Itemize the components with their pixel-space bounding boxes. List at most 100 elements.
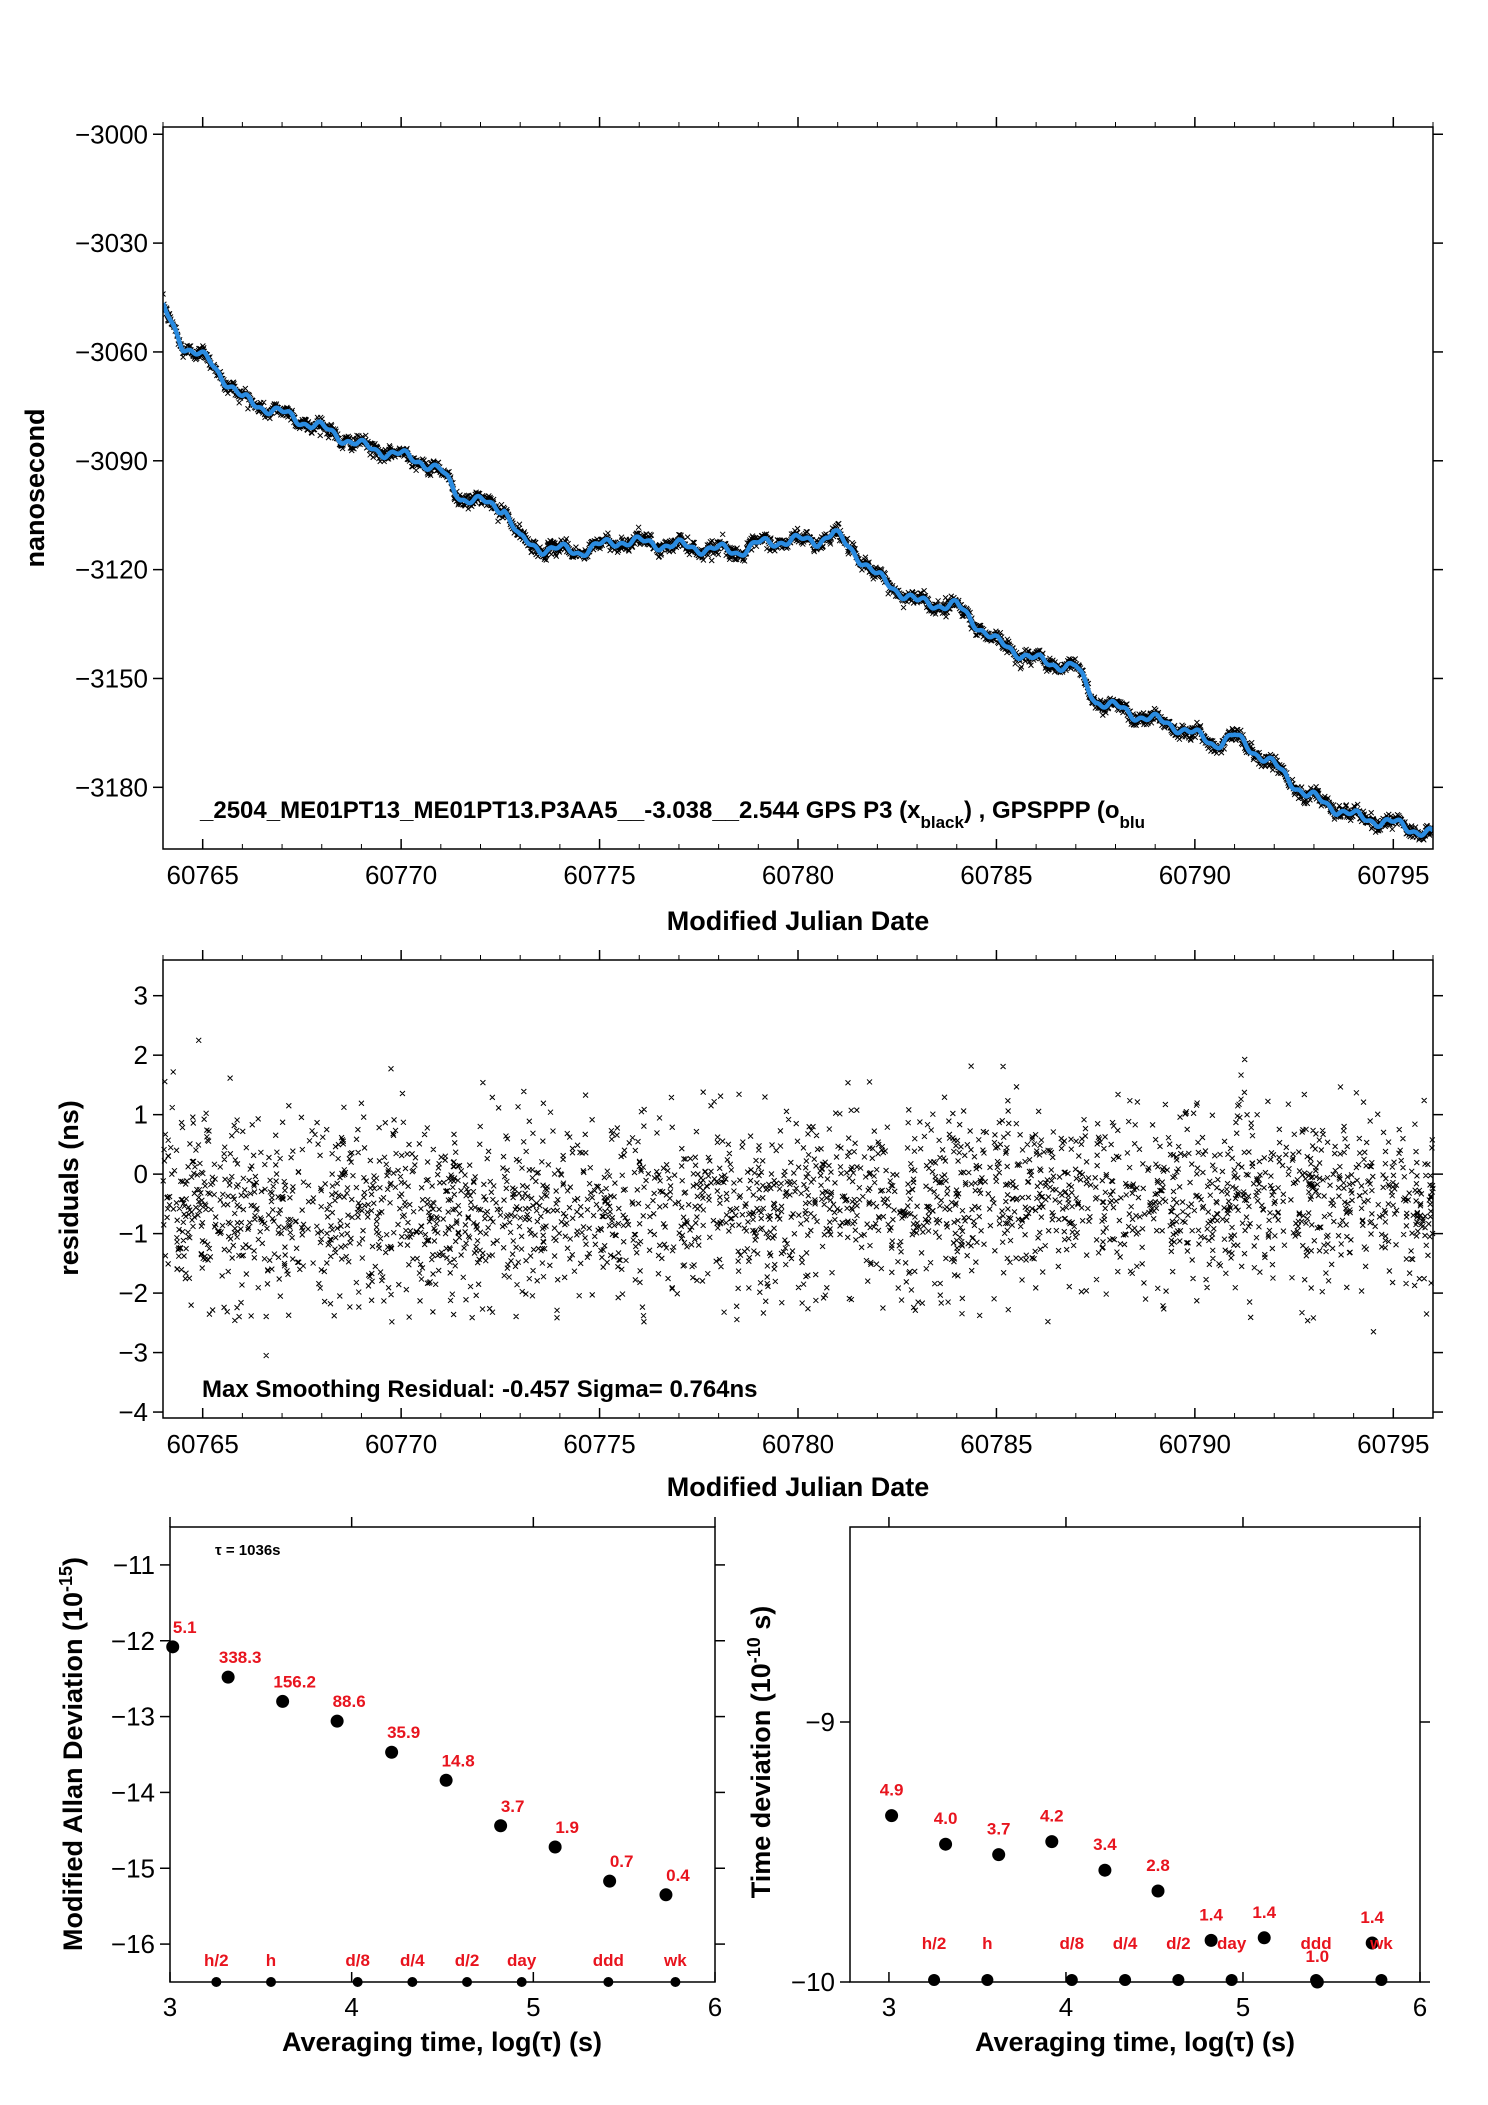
time-marker-label: day [507, 1951, 537, 1970]
y-tick-label: −12 [111, 1626, 155, 1656]
deviation-point [494, 1819, 508, 1833]
x-tick-label: 60780 [762, 860, 834, 890]
x-tick-label: 60775 [563, 860, 635, 890]
point-label: 338.3 [219, 1648, 262, 1667]
time-marker-dot [1310, 1974, 1323, 1986]
time-marker-dot [1119, 1974, 1132, 1986]
time-marker-dot [981, 1974, 994, 1986]
x-tick-label: 60770 [365, 860, 437, 890]
point-label: 14.8 [442, 1751, 475, 1770]
time-series-panel: 60765 60770 60775 60780 60785 60790 60795 −3000… [20, 117, 1443, 936]
y-tick-label: −3150 [75, 663, 148, 693]
x-tick-label: 60790 [1159, 860, 1231, 890]
x-tick-label: 3 [163, 1992, 177, 2022]
x-tick-label: 4 [344, 1992, 358, 2022]
deviation-point [1365, 1936, 1379, 1950]
time-marker-label: h [266, 1951, 276, 1970]
time-deviation-panel: 3 4 5 6 −9 −10 4.9 4.0 3.7 4.2 3.4 2.8 1.4 1.4 1.0 1.4… [744, 1517, 1430, 2057]
point-label: 5.1 [173, 1618, 197, 1637]
residuals-panel: 60765 60770 60775 60780 60785 60790 60795 3 2 1 0 −… [54, 950, 1443, 1502]
y-tick-label: −3120 [75, 555, 148, 585]
time-marker-dot [266, 1977, 277, 1987]
allan-x-title: Averaging time, log(τ) (s) [282, 2027, 602, 2057]
point-label: 0.4 [666, 1866, 690, 1885]
allan-frame [169, 1526, 716, 1983]
x-tick-label: 6 [1413, 1992, 1427, 2022]
deviation-point [385, 1745, 399, 1759]
time-marker-dot [1065, 1974, 1078, 1986]
point-label: 4.0 [934, 1809, 958, 1828]
y-tick-label: −16 [111, 1929, 155, 1959]
point-label: 1.4 [1360, 1908, 1384, 1927]
point-label: 0.7 [610, 1852, 634, 1871]
point-label: 35.9 [387, 1723, 420, 1742]
time-marker-dot [352, 1977, 363, 1987]
time-marker-label: d/2 [455, 1951, 480, 1970]
deviation-point [1204, 1933, 1218, 1947]
x-tick-label: 60780 [762, 1429, 834, 1459]
deviation-point [166, 1640, 180, 1654]
deviation-point [992, 1848, 1006, 1862]
time-marker-dot [407, 1977, 418, 1987]
x-tick-label: 3 [882, 1992, 896, 2022]
x-tick-label: 60795 [1357, 860, 1429, 890]
time-marker-label: wk [663, 1951, 687, 1970]
x-tick-label: 60785 [960, 860, 1032, 890]
deviation-point [1257, 1931, 1271, 1945]
tdev-points: 4.9 4.0 3.7 4.2 3.4 2.8 1.4 1.4 1.0 1.4 h/2 h d/8 d/4… [880, 1781, 1393, 1989]
y-tick-label: 0 [134, 1159, 148, 1189]
y-tick-label: −13 [111, 1702, 155, 1732]
y-tick-label: 3 [134, 981, 148, 1011]
residuals-annotation: Max Smoothing Residual: -0.457 Sigma= 0.… [202, 1376, 758, 1403]
tdev-x-title: Averaging time, log(τ) (s) [975, 2027, 1295, 2057]
deviation-point [221, 1670, 235, 1684]
point-label: 4.9 [880, 1781, 904, 1800]
time-marker-label: ddd [1301, 1934, 1332, 1953]
point-label: 1.4 [1252, 1903, 1276, 1922]
allan-y-title: Modified Allan Deviation (10-15) [56, 1557, 88, 1951]
deviation-point [548, 1840, 562, 1854]
allan-ticks: 3 4 5 6 −11 −12 −13 −14 −15 −16 [111, 1517, 725, 2022]
y-tick-label: −1 [118, 1219, 148, 1249]
deviation-point [276, 1694, 290, 1708]
allan-tau-note: τ = 1036s [215, 1542, 281, 1559]
y-tick-label: −14 [111, 1777, 155, 1807]
x-tick-label: 5 [526, 1992, 540, 2022]
time-marker-label: wk [1369, 1934, 1393, 1953]
x-tick-label: 60785 [960, 1429, 1032, 1459]
time-marker-dot [1375, 1974, 1388, 1986]
tdev-ticks: 3 4 5 6 −9 −10 [791, 1517, 1430, 2022]
y-tick-label: −4 [118, 1397, 148, 1427]
point-label: 3.7 [987, 1820, 1011, 1839]
deviation-point [1045, 1835, 1059, 1849]
time-marker-dot [670, 1977, 681, 1987]
residual-markers [160, 1037, 1436, 1359]
y-tick-label: −3090 [75, 446, 148, 476]
y-tick-label: 2 [134, 1040, 148, 1070]
residuals-ticks: 60765 60770 60775 60780 60785 60790 60795 3 2 1 0 −… [118, 950, 1443, 1459]
x-tick-label: 60790 [1159, 1429, 1231, 1459]
time-series-x-title: Modified Julian Date [667, 906, 930, 936]
y-tick-label: −3000 [75, 119, 148, 149]
time-marker-label: d/8 [345, 1951, 370, 1970]
time-marker-dot [1225, 1974, 1238, 1986]
y-tick-label: −3180 [75, 772, 148, 802]
time-series-y-title: nanosecond [20, 408, 50, 567]
point-label: 2.8 [1146, 1856, 1170, 1875]
residuals-x-title: Modified Julian Date [667, 1472, 930, 1502]
x-tick-label: 60770 [365, 1429, 437, 1459]
time-marker-label: h [982, 1934, 992, 1953]
y-tick-label: −3030 [75, 228, 148, 258]
deviation-point [939, 1837, 953, 1851]
y-tick-label: −3 [118, 1338, 148, 1368]
x-tick-label: 60765 [167, 860, 239, 890]
time-marker-label: h/2 [922, 1934, 947, 1953]
time-marker-label: day [1217, 1934, 1247, 1953]
allan-points: 5.1 338.3 156.2 88.6 35.9 14.8 3.7 1.9 0.7 0.4 h/2… [166, 1618, 690, 1987]
time-marker-label: d/2 [1166, 1934, 1191, 1953]
deviation-point [659, 1888, 673, 1902]
y-tick-label: 1 [134, 1100, 148, 1130]
time-series-ticks: 60765 60770 60775 60780 60785 60790 60795 −3000… [75, 117, 1443, 890]
time-marker-label: d/4 [1113, 1934, 1138, 1953]
